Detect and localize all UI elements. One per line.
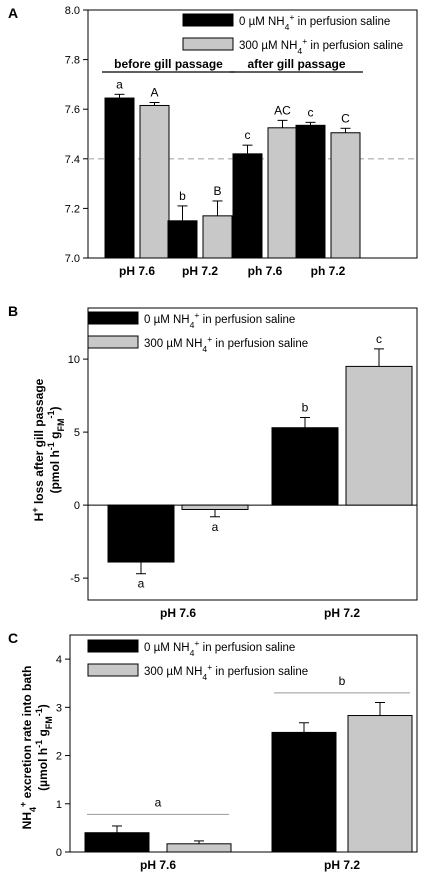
category-label: pH 7.6: [140, 858, 176, 872]
significance-label: b: [339, 674, 346, 688]
y-tick-label: 10: [68, 354, 80, 366]
y-tick-label: -5: [70, 573, 80, 585]
legend-swatch: [87, 335, 139, 349]
legend-swatch: [87, 663, 139, 677]
y-tick-label: 7.4: [65, 154, 80, 166]
significance-label: AC: [274, 103, 291, 117]
y-tick-label: 2: [56, 751, 62, 763]
y-tick-label: 1: [56, 799, 62, 811]
significance-label: B: [213, 184, 221, 198]
legend-label: 300 µM NH4+ in perfusion saline: [239, 36, 403, 56]
y-tick-label: 7.6: [65, 104, 80, 116]
bar-300um: [166, 843, 232, 853]
significance-label: a: [155, 795, 162, 809]
legend-label: 0 µM NH4+ in perfusion saline: [144, 638, 295, 658]
panel-letter: C: [8, 630, 18, 646]
panel-letter: B: [8, 303, 18, 319]
group-header: before gill passage: [114, 57, 223, 71]
category-label: ph 7.2: [311, 264, 346, 278]
category-label: pH 7.2: [324, 606, 360, 620]
legend-label: 0 µM NH4+ in perfusion saline: [239, 12, 390, 32]
bar-300um: [181, 504, 249, 510]
legend-label: 300 µM NH4+ in perfusion saline: [144, 662, 308, 682]
significance-label: C: [341, 111, 350, 125]
category-label: pH 7.6: [160, 606, 196, 620]
y-axis-label-units: (pmol h-1 gFM-1): [46, 406, 66, 493]
bar-0um: [232, 153, 263, 259]
significance-label: c: [245, 128, 251, 142]
significance-label: b: [302, 401, 309, 415]
significance-label: c: [308, 105, 314, 119]
y-tick-label: 7.8: [65, 55, 80, 67]
significance-label: c: [376, 332, 382, 346]
bar-300um: [267, 127, 298, 259]
y-tick-label: 4: [56, 654, 62, 666]
legend-swatch: [87, 311, 139, 325]
y-axis-label: NH4+ excretion rate into bath: [18, 666, 38, 830]
y-tick-label: 8.0: [65, 5, 80, 17]
y-axis-label-units: (µmol h-1 gFM-1): [34, 704, 54, 791]
bar-0um: [295, 124, 326, 259]
panel-letter: A: [8, 5, 18, 21]
legend-label: 300 µM NH4+ in perfusion saline: [144, 334, 308, 354]
significance-label: A: [150, 86, 158, 100]
bar-300um: [330, 132, 361, 259]
y-tick-label: 7.0: [65, 253, 80, 265]
y-tick-label: 7.2: [65, 203, 80, 215]
panel-b: B -5 0 5 10 H+ loss after gill passage (pmol h…: [8, 303, 418, 620]
significance-label: a: [116, 77, 123, 91]
y-tick-label: 0: [56, 847, 62, 859]
bar-0um: [84, 832, 150, 853]
panel-a: A 7.0 7.2 7.4 7.6 7.8 8.0 a ApH 7.6 b BpH 7.2 c AC ph…: [8, 5, 418, 278]
legend-swatch: [182, 37, 234, 51]
y-tick-label: 0: [74, 500, 80, 512]
legend-swatch: [182, 13, 234, 27]
plot-frame: [69, 634, 418, 853]
bar-0um: [271, 731, 337, 853]
panel-c: C 0 1 2 3 4 NH4+ excretion rate into bath (µmol…: [8, 630, 418, 872]
bar-300um: [345, 365, 413, 506]
y-tick-label: 5: [74, 427, 80, 439]
bar-0um: [167, 220, 198, 259]
bar-300um: [139, 104, 170, 259]
legend-label: 0 µM NH4+ in perfusion saline: [144, 310, 295, 330]
significance-label: a: [212, 520, 219, 534]
bar-0um: [107, 504, 175, 563]
category-label: pH 7.2: [182, 264, 218, 278]
legend-swatch: [87, 639, 139, 653]
bar-0um: [104, 97, 135, 259]
bar-300um: [347, 715, 413, 853]
bar-300um: [202, 215, 233, 259]
group-header: after gill passage: [247, 57, 345, 71]
significance-label: b: [179, 189, 186, 203]
bar-0um: [271, 427, 339, 506]
y-axis-label: H+ loss after gill passage: [30, 378, 46, 521]
plot-frame: [87, 307, 418, 601]
category-label: pH 7.2: [324, 858, 360, 872]
category-label: ph 7.6: [248, 264, 283, 278]
y-tick-label: 3: [56, 702, 62, 714]
category-label: pH 7.6: [119, 264, 155, 278]
significance-label: a: [138, 577, 145, 591]
